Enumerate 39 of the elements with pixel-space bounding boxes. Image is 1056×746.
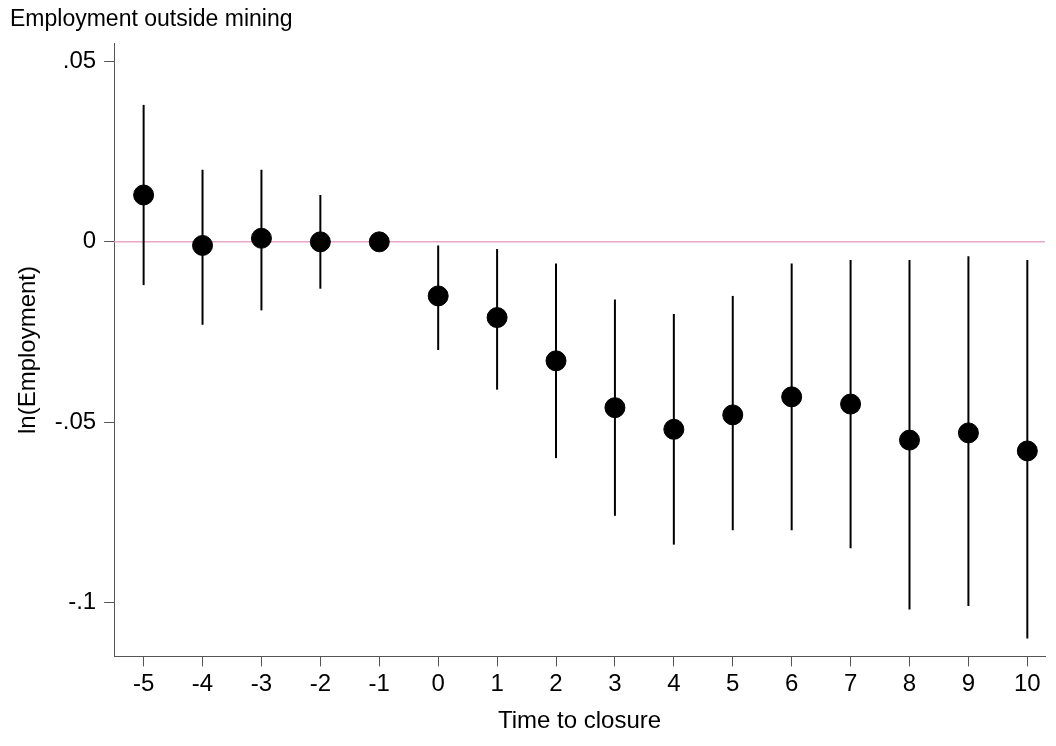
point [663,418,685,440]
x-tick-label: 8 [902,669,917,697]
y-tick-label: 0 [82,226,97,254]
x-tick-label: 4 [667,669,681,697]
x-tick-label: 5 [726,669,740,697]
x-tick-label: 10 [1013,669,1041,697]
point [899,429,920,451]
x-tick-label: 7 [843,669,858,697]
point [1016,440,1038,462]
x-tick-label: 3 [608,669,622,697]
point [427,285,449,307]
y-tick-label: -.1 [68,586,97,614]
point [486,307,508,329]
x-tick-label: 2 [549,669,563,697]
point [781,386,803,408]
point [192,234,214,256]
point [309,231,331,253]
y-axis-title: ln(Employment) [13,265,41,435]
y-tick-label: .05 [62,46,97,74]
chart-title: Employment outside mining [10,5,293,32]
y-tick-label: -.05 [54,406,97,434]
x-tick-label: -3 [250,669,273,697]
point [368,231,390,253]
x-tick-label: 9 [961,669,976,697]
x-tick-label: 1 [490,669,504,697]
x-tick-label: 0 [431,669,445,697]
point [133,184,155,206]
x-tick-label: 6 [784,669,799,697]
point [722,404,744,426]
x-tick-label: -4 [191,669,214,697]
x-tick-label: -5 [132,669,155,697]
point [250,227,272,249]
x-tick-label: -2 [309,669,332,697]
point [604,397,626,419]
point [957,422,979,444]
x-axis-title: Time to closure [497,706,662,734]
point [545,350,567,372]
x-tick-label: -1 [368,669,390,697]
point [840,393,862,415]
